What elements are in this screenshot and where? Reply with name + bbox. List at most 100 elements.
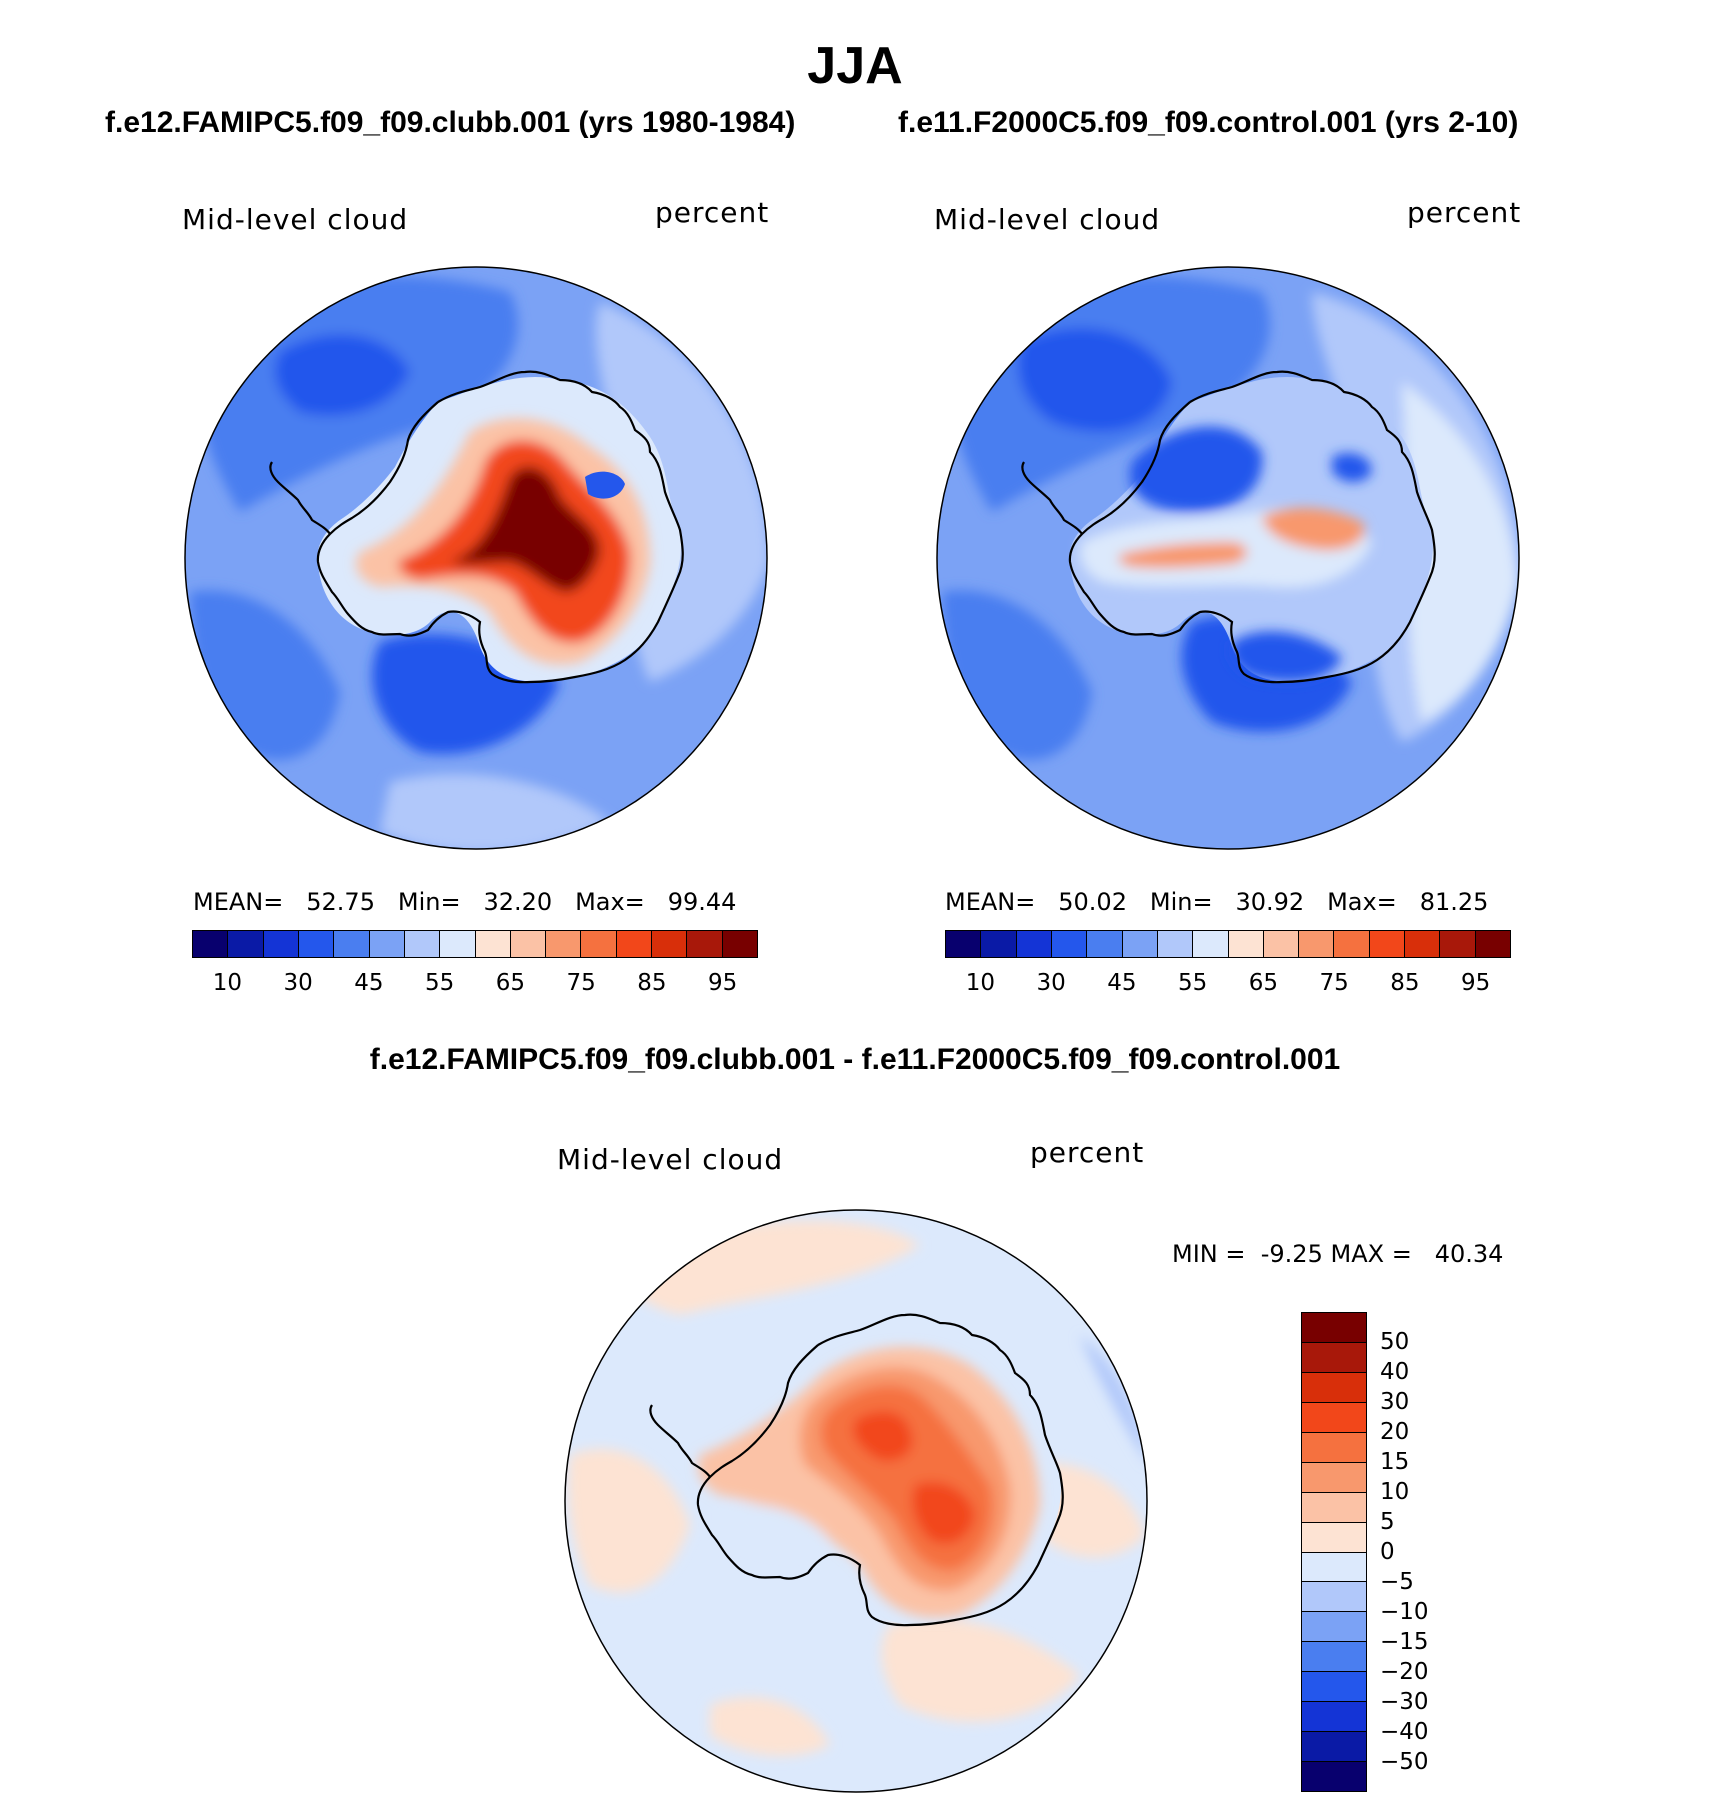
colorbar-swatch xyxy=(1405,931,1441,957)
panel-b-units-label: percent xyxy=(1407,196,1522,229)
colorbar-tick-label: −20 xyxy=(1380,1659,1429,1685)
colorbar-swatch xyxy=(1302,1372,1366,1403)
panel-c-region-patch-west xyxy=(568,1448,690,1593)
panel-a-mean-label: MEAN= xyxy=(193,888,284,916)
colorbar-swatch xyxy=(1016,931,1052,957)
colorbar-swatch xyxy=(1228,931,1264,957)
panel-c-region-patch-south xyxy=(881,1618,1080,1722)
colorbar-tick-label: −50 xyxy=(1380,1749,1429,1775)
colorbar-swatch xyxy=(1302,1642,1366,1673)
colorbar-tick-label: 40 xyxy=(1380,1359,1410,1385)
colorbar-swatch xyxy=(510,931,547,957)
colorbar-tick-label: −30 xyxy=(1380,1689,1429,1715)
colorbar-swatch xyxy=(1440,931,1476,957)
panel-c-stats: MIN = -9.25 MAX = 40.34 xyxy=(1172,1240,1503,1268)
colorbar-swatch xyxy=(722,931,757,957)
panel-c-max-label: MAX = xyxy=(1330,1240,1412,1268)
colorbar-swatch xyxy=(1302,1522,1366,1553)
colorbar-swatch xyxy=(946,931,982,957)
panel-a-map xyxy=(184,266,768,850)
panel-a-region-coastal-blue xyxy=(585,471,625,499)
panel-a-mean: 52.75 xyxy=(306,888,375,916)
colorbar-swatch xyxy=(1475,931,1510,957)
colorbar-swatch xyxy=(334,931,370,957)
panel-a-variable-label: Mid-level cloud xyxy=(182,203,409,236)
colorbar-swatch xyxy=(581,931,617,957)
panel-c-units-label: percent xyxy=(1030,1136,1145,1169)
colorbar-tick-label: 95 xyxy=(1460,970,1491,996)
panel-c-map-border xyxy=(564,1209,1148,1793)
panel-c-colorbar xyxy=(1301,1312,1367,1792)
colorbar-tick-label: 5 xyxy=(1380,1509,1395,1535)
colorbar-tick-label: 10 xyxy=(965,970,996,996)
colorbar-swatch xyxy=(1302,1462,1366,1493)
panel-a-colorbar-ticks: 10 30 45 55 65 75 85 95 xyxy=(192,970,758,1000)
colorbar-tick-label: 30 xyxy=(1036,970,1066,996)
panel-a-region-south xyxy=(380,774,610,849)
colorbar-swatch xyxy=(1302,1732,1366,1763)
panel-b-max-label: Max= xyxy=(1327,888,1397,916)
colorbar-tick-label: 75 xyxy=(566,970,596,996)
panel-c-colorbar-ticks: 50 40 30 20 15 10 5 0 −5 −10 −15 −20 −30 −40 −50 xyxy=(1380,1312,1460,1792)
panel-c-coastline xyxy=(649,1313,1064,1627)
panel-b-region-interior-band xyxy=(1118,542,1247,569)
panel-b-region-interior-low xyxy=(1130,426,1263,512)
figure-title: JJA xyxy=(807,37,903,95)
colorbar-tick-label: −40 xyxy=(1380,1719,1429,1745)
colorbar-tick-label: 30 xyxy=(283,970,313,996)
colorbar-tick-label: −15 xyxy=(1380,1629,1429,1655)
colorbar-tick-label: 45 xyxy=(1107,970,1137,996)
panel-b-map xyxy=(936,266,1520,850)
panel-b-region-pacific-core xyxy=(1018,327,1172,432)
panel-c-max: 40.34 xyxy=(1434,1240,1504,1268)
case-b-title: f.e11.F2000C5.f09_f09.control.001 (yrs 2… xyxy=(898,106,1519,139)
colorbar-tick-label: 50 xyxy=(1380,1329,1410,1355)
colorbar-swatch xyxy=(1302,1552,1366,1583)
panel-a-region-pacific-core xyxy=(275,334,410,416)
colorbar-swatch xyxy=(1302,1492,1366,1523)
colorbar-swatch xyxy=(298,931,335,957)
colorbar-swatch xyxy=(263,931,299,957)
colorbar-tick-label: 20 xyxy=(1380,1419,1410,1445)
colorbar-swatch xyxy=(687,931,723,957)
colorbar-tick-label: 55 xyxy=(424,970,455,996)
panel-b-min-label: Min= xyxy=(1149,888,1213,916)
colorbar-swatch xyxy=(1299,931,1335,957)
panel-a-coastline xyxy=(269,370,684,684)
panel-a-map-border xyxy=(184,266,768,850)
panel-c-map xyxy=(564,1209,1148,1793)
panel-b-region-ross-coast xyxy=(1230,631,1342,682)
panel-b-max: 81.25 xyxy=(1419,888,1489,916)
panel-b-colorbar-ticks: 10 30 45 55 65 75 85 95 xyxy=(945,970,1511,1000)
colorbar-swatch xyxy=(404,931,441,957)
panel-c-min-label: MIN = xyxy=(1172,1240,1246,1268)
panel-b-region-east-band xyxy=(1262,507,1365,551)
panel-a-max-label: Max= xyxy=(575,888,645,916)
panel-a-min: 32.20 xyxy=(483,888,553,916)
panel-b-colorbar xyxy=(945,930,1511,958)
colorbar-swatch xyxy=(1302,1432,1366,1463)
colorbar-swatch xyxy=(1122,931,1158,957)
colorbar-tick-label: 65 xyxy=(495,970,526,996)
colorbar-swatch xyxy=(1193,931,1229,957)
colorbar-swatch xyxy=(1302,1702,1366,1733)
colorbar-swatch xyxy=(440,931,476,957)
panel-b-variable-label: Mid-level cloud xyxy=(934,203,1161,236)
case-a-title: f.e12.FAMIPC5.f09_f09.clubb.001 (yrs 198… xyxy=(105,106,796,139)
colorbar-swatch xyxy=(1157,931,1194,957)
panel-b-mean-label: MEAN= xyxy=(945,888,1036,916)
colorbar-swatch xyxy=(981,931,1017,957)
colorbar-tick-label: 65 xyxy=(1248,970,1279,996)
panel-a-colorbar xyxy=(192,930,758,958)
colorbar-tick-label: −10 xyxy=(1380,1599,1429,1625)
panel-b-region-indian-light xyxy=(1402,382,1517,722)
colorbar-swatch xyxy=(193,931,229,957)
colorbar-swatch xyxy=(1263,931,1300,957)
panel-a-max: 99.44 xyxy=(667,888,737,916)
colorbar-swatch xyxy=(546,931,582,957)
colorbar-tick-label: −5 xyxy=(1380,1569,1414,1595)
colorbar-swatch xyxy=(228,931,264,957)
panel-b-min: 30.92 xyxy=(1235,888,1305,916)
colorbar-swatch xyxy=(652,931,688,957)
colorbar-tick-label: 45 xyxy=(354,970,384,996)
